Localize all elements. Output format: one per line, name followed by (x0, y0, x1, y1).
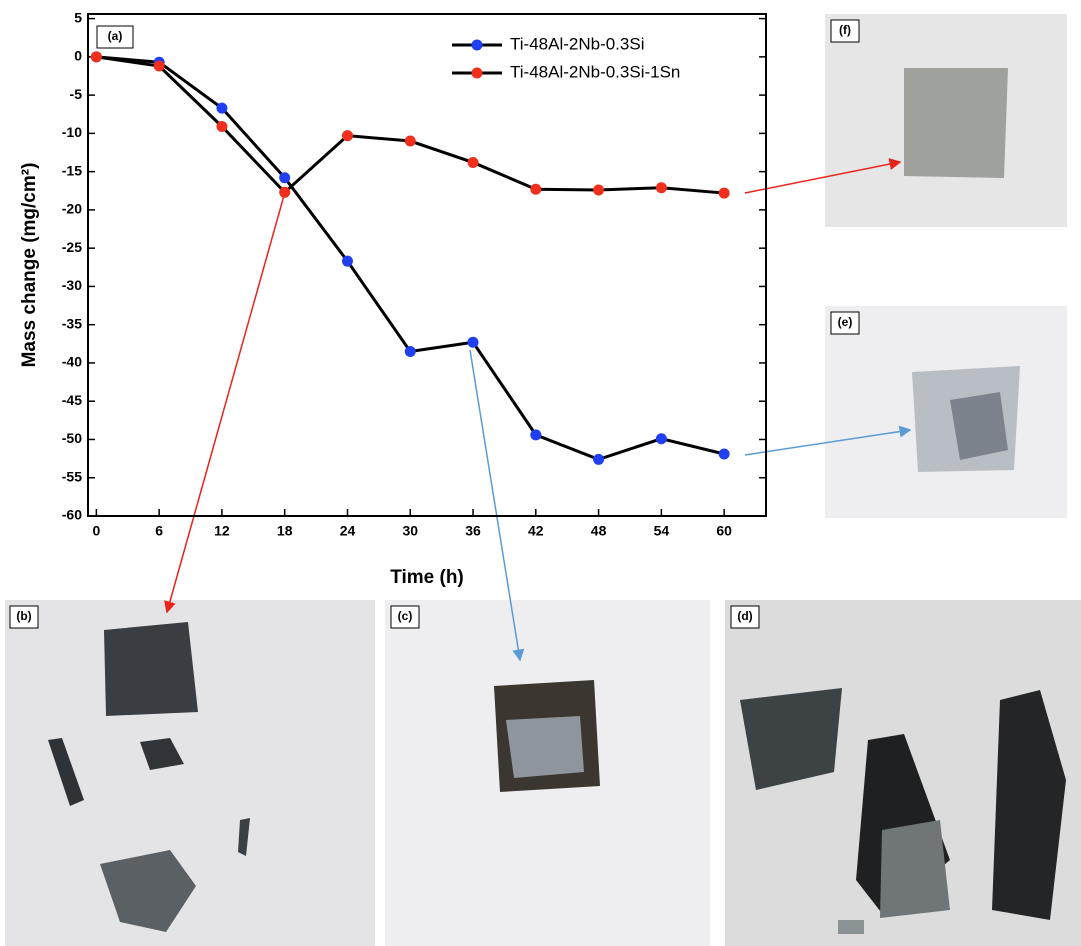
data-point (530, 429, 541, 440)
y-tick-label: -50 (62, 430, 82, 446)
series-line (96, 57, 724, 460)
data-point (719, 449, 730, 460)
photo-e: (e) (825, 306, 1067, 518)
y-tick-label: -35 (62, 315, 82, 331)
x-tick-label: 0 (92, 523, 100, 539)
photo-label: (b) (16, 609, 31, 623)
data-point (593, 185, 604, 196)
legend-label: Ti-48Al-2Nb-0.3Si (510, 34, 644, 53)
data-point (279, 172, 290, 183)
x-tick-label: 42 (528, 523, 544, 539)
figure: (b) (c) (d) (e) (f) (a) Time (h) Mass (0, 0, 1081, 946)
x-tick-label: 48 (591, 523, 607, 539)
panel-label: (a) (108, 29, 123, 43)
data-point (342, 256, 353, 267)
y-tick-label: -30 (62, 277, 82, 293)
y-tick-label: -40 (62, 354, 82, 370)
data-point (216, 121, 227, 132)
photo-label: (e) (838, 315, 853, 329)
y-tick-label: -25 (62, 239, 82, 255)
x-tick-label: 54 (654, 523, 670, 539)
data-point (279, 187, 290, 198)
data-point (530, 184, 541, 195)
data-point (405, 136, 416, 147)
data-point (656, 433, 667, 444)
data-point (468, 157, 479, 168)
y-tick-label: 0 (74, 48, 82, 64)
data-point (719, 188, 730, 199)
y-axis-label: Mass change (mg/cm²) (19, 163, 40, 368)
data-point (342, 130, 353, 141)
photo-label: (f) (839, 23, 851, 37)
data-point (91, 51, 102, 62)
x-tick-label: 36 (465, 523, 481, 539)
photo-label: (d) (737, 609, 752, 623)
x-tick-label: 6 (155, 523, 163, 539)
x-tick-label: 60 (716, 523, 732, 539)
y-tick-label: -10 (62, 124, 82, 140)
x-tick-label: 24 (340, 523, 356, 539)
x-tick-label: 12 (214, 523, 230, 539)
data-point (154, 61, 165, 72)
arrow (167, 192, 285, 612)
x-axis-label: Time (h) (390, 567, 464, 588)
photo-b: (b) (5, 600, 375, 946)
y-tick-label: -45 (62, 392, 82, 408)
data-point (468, 337, 479, 348)
data-point (405, 346, 416, 357)
photo-f: (f) (825, 14, 1067, 227)
legend-marker (472, 68, 483, 79)
y-tick-label: -60 (62, 507, 82, 523)
y-tick-label: -55 (62, 468, 82, 484)
photo-d: (d) (725, 600, 1081, 946)
y-tick-label: 5 (74, 9, 82, 25)
photo-c: (c) (385, 600, 710, 946)
legend-label: Ti-48Al-2Nb-0.3Si-1Sn (510, 62, 680, 81)
legend-marker (472, 40, 483, 51)
y-tick-label: -20 (62, 201, 82, 217)
y-tick-label: -5 (70, 86, 83, 102)
x-tick-label: 18 (277, 523, 293, 539)
data-point (593, 454, 604, 465)
data-point (656, 182, 667, 193)
photo-label: (c) (398, 609, 413, 623)
x-tick-label: 30 (402, 523, 418, 539)
y-tick-label: -15 (62, 162, 82, 178)
data-point (216, 103, 227, 114)
